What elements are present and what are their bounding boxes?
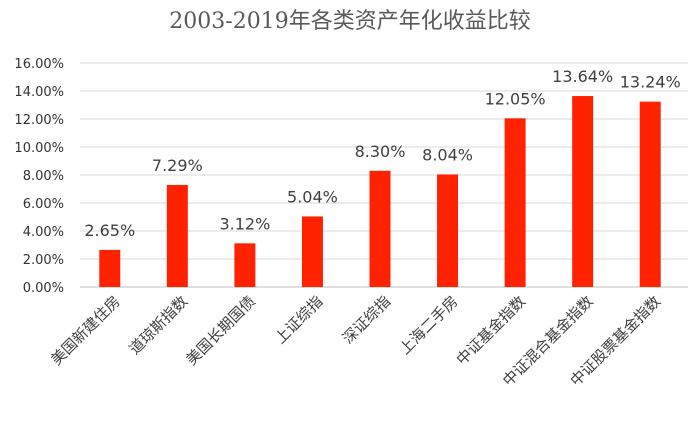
- y-tick-label: 4.00%: [23, 225, 64, 240]
- x-tick-label: 美国新建住房: [47, 292, 123, 368]
- chart-title: 2003-2019年各类资产年化收益比较: [169, 9, 530, 34]
- y-tick-label: 16.00%: [14, 57, 64, 72]
- x-tick-label: 美国长期国债: [183, 292, 259, 368]
- data-label: 8.30%: [355, 142, 406, 161]
- x-tick-label: 上海二手房: [396, 292, 462, 358]
- x-tick-label: 道琼斯指数: [126, 292, 192, 358]
- x-tick-label: 上证综指: [271, 292, 326, 347]
- bar: [234, 243, 256, 287]
- bars-layer: [99, 96, 661, 287]
- data-label: 7.29%: [152, 156, 203, 175]
- bar: [301, 216, 323, 287]
- x-tick-label: 深证综指: [339, 292, 394, 347]
- value-label-layer: 2.65% 7.29% 3.12% 5.04% 8.30% 8.04% 12.05% 13.6…: [84, 67, 680, 240]
- data-label: 5.04%: [287, 187, 338, 206]
- y-tick-label: 6.00%: [23, 197, 64, 212]
- data-label: 2.65%: [84, 221, 135, 240]
- y-tick-label: 10.00%: [14, 141, 64, 156]
- y-tick-label: 0.00%: [23, 281, 64, 296]
- bar: [639, 101, 661, 287]
- data-label: 13.64%: [552, 67, 613, 86]
- bar: [572, 96, 594, 287]
- bar: [99, 249, 121, 287]
- y-tick-label: 12.00%: [14, 113, 64, 128]
- data-label: 12.05%: [485, 89, 546, 108]
- data-label: 13.24%: [620, 73, 681, 92]
- bar: [504, 118, 526, 287]
- bar: [369, 170, 391, 287]
- data-label: 3.12%: [219, 214, 270, 233]
- y-tick-label: 14.00%: [14, 85, 64, 100]
- bar: [437, 174, 459, 287]
- bar: [166, 184, 188, 287]
- y-tick-label: 8.00%: [23, 169, 64, 184]
- y-tick-label: 2.00%: [23, 253, 64, 268]
- data-label: 8.04%: [422, 145, 473, 164]
